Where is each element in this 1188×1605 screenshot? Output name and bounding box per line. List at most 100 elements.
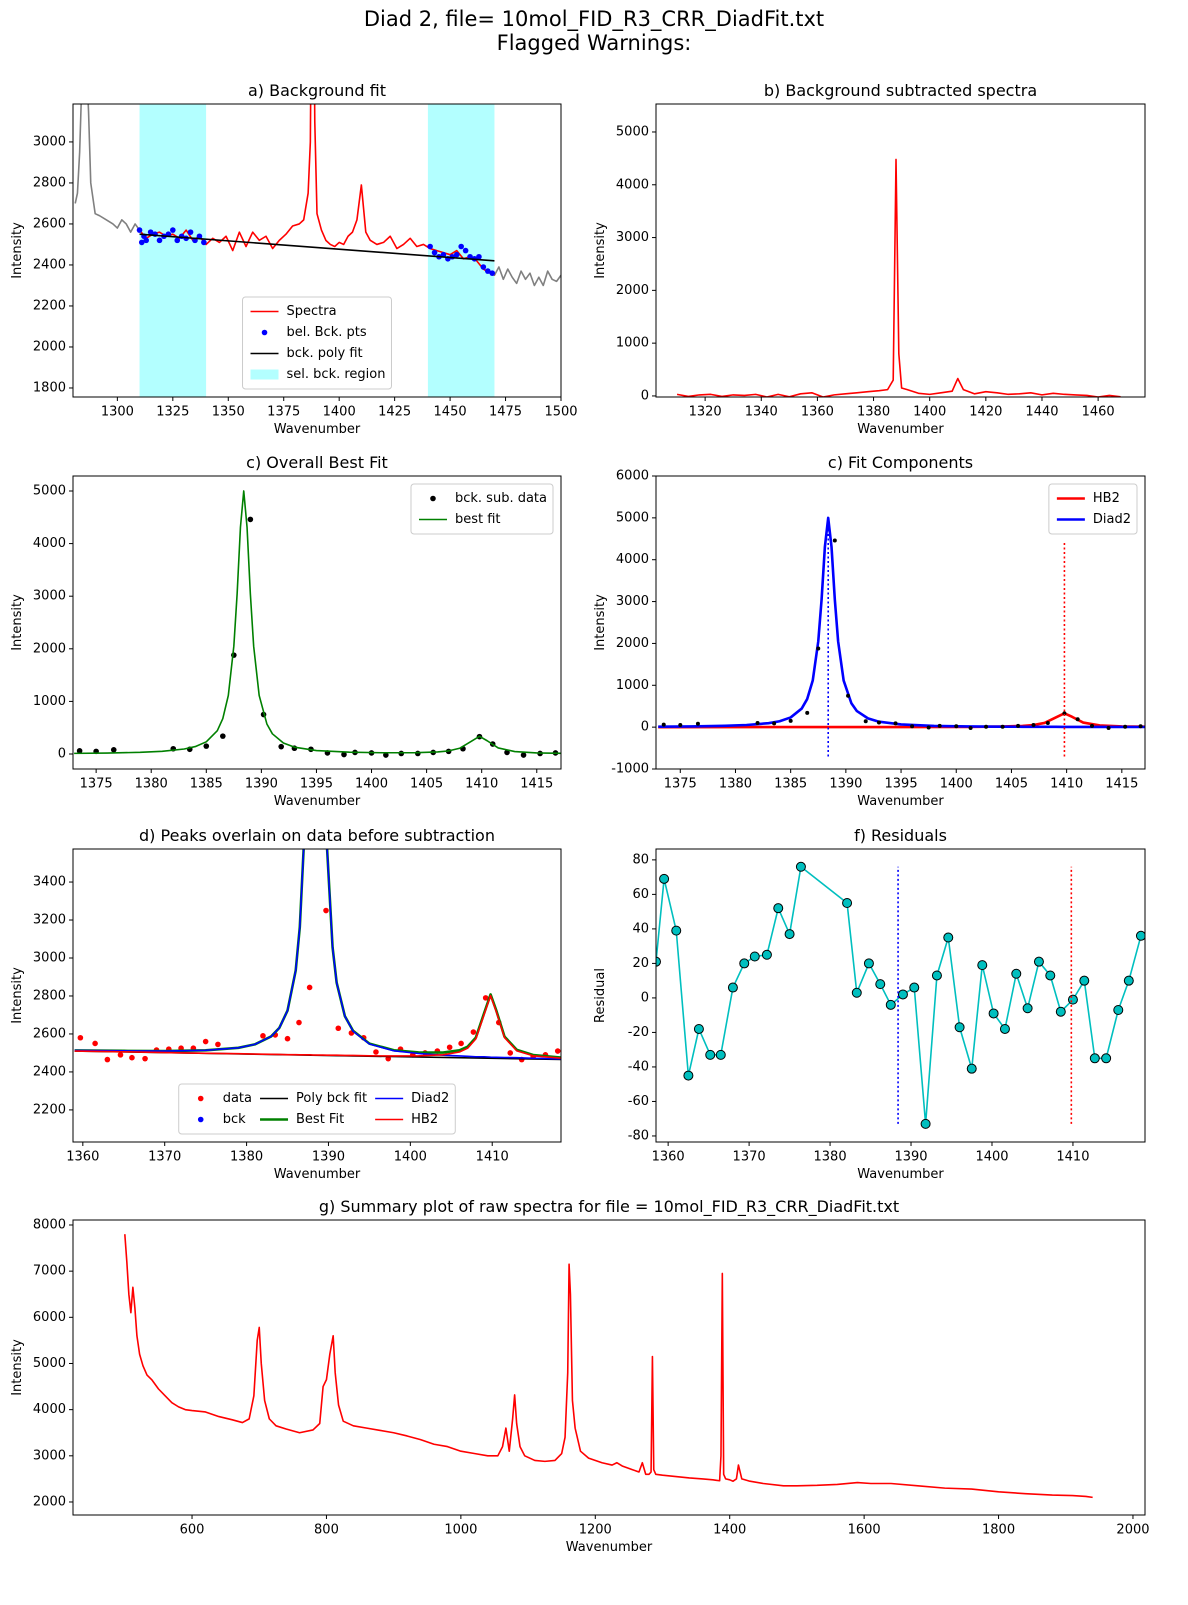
data-point: [954, 724, 959, 729]
y-tick-label: 6000: [33, 1310, 66, 1325]
y-tick-label: 6000: [616, 469, 649, 484]
data-point: [727, 982, 738, 993]
data-point: [1123, 975, 1134, 986]
background-region: [139, 104, 207, 397]
data-point: [1045, 970, 1056, 981]
legend: data bck Poly bck fit Best Fit Diad2 HB2: [178, 1083, 456, 1135]
data-line: [489, 266, 561, 287]
y-tick-label: -1000: [611, 762, 649, 777]
data-point: [458, 243, 464, 250]
data-point: [1031, 723, 1036, 728]
y-tick-label: 4000: [33, 1402, 66, 1417]
plot-area: [74, 490, 561, 758]
data-point: [656, 956, 661, 967]
axes-frame: [72, 475, 562, 770]
y-tick-label: -80: [628, 1128, 649, 1143]
x-tick-label: 1000: [444, 1523, 477, 1538]
data-point: [784, 929, 795, 940]
x-axis-label: Wavenumber: [857, 422, 944, 437]
y-tick-label: 2200: [33, 1102, 66, 1117]
axes-frame: [655, 475, 1146, 770]
y-tick-label: 40: [632, 921, 649, 936]
data-point: [92, 1040, 98, 1047]
data-point: [739, 958, 750, 969]
x-tick-label: 1200: [579, 1523, 612, 1538]
data-point: [683, 1070, 694, 1081]
x-tick-label: 1410: [465, 777, 498, 792]
x-tick-label: 1400: [975, 1150, 1008, 1165]
x-tick-label: 1390: [312, 1150, 345, 1165]
x-tick-label: 1380: [719, 777, 752, 792]
data-point: [77, 1034, 84, 1041]
x-tick-label: 1460: [1082, 405, 1115, 420]
y-axis-label: Intensity: [10, 967, 25, 1024]
x-tick-label: 1395: [300, 777, 333, 792]
x-tick-label: 1375: [80, 777, 113, 792]
data-point: [201, 239, 207, 246]
data-point: [147, 229, 154, 235]
y-tick-label: 2400: [33, 257, 66, 272]
legend-label: HB2: [411, 1112, 438, 1127]
y-tick-label: 2600: [33, 216, 66, 231]
y-axis-label: Intensity: [593, 222, 608, 279]
data-point: [76, 748, 83, 754]
data-point: [678, 723, 683, 728]
data-point: [278, 743, 284, 750]
x-tick-label: 1375: [664, 777, 697, 792]
data-point: [999, 1023, 1010, 1034]
x-tick-label: 1340: [745, 405, 778, 420]
y-tick-label: 3000: [616, 594, 649, 609]
data-point: [341, 751, 347, 758]
x-tick-label: 1325: [156, 405, 189, 420]
y-tick-label: 0: [58, 747, 66, 762]
data-point: [943, 932, 954, 943]
panel: 1320 1340 1360 1380 1400 1420 1440 1460 0 1000 200…: [593, 81, 1146, 437]
panel: 1300 1325 1350 1375 1400 1425 1450 1475 1500 1800…: [10, 81, 578, 437]
data-point: [1016, 723, 1021, 728]
y-tick-label: 3000: [33, 1448, 66, 1463]
data-point: [926, 725, 931, 730]
legend: Spectra bel. Bck. pts bck. poly fit sel. bc…: [242, 296, 392, 390]
data-point: [1022, 1003, 1033, 1014]
data-point: [920, 1118, 931, 1129]
panel-title: b) Background subtracted spectra: [764, 81, 1037, 100]
data-point: [296, 1019, 302, 1026]
y-tick-label: 4000: [616, 177, 649, 192]
data-point: [247, 516, 254, 523]
data-point: [284, 1035, 291, 1042]
data-point: [693, 1023, 704, 1034]
data-point: [1106, 725, 1111, 730]
data-point: [977, 960, 988, 971]
plot-area: [124, 1234, 1093, 1499]
legend-swatch: [197, 1116, 204, 1123]
data-line: [676, 158, 1121, 397]
data-point: [893, 721, 898, 726]
y-tick-label: 3000: [33, 589, 66, 604]
data-point: [671, 925, 682, 936]
plot-area: [656, 861, 1145, 1129]
axes-frame: [72, 1219, 1146, 1516]
data-point: [909, 982, 920, 993]
x-tick-label: 1415: [520, 777, 553, 792]
x-tick-label: 1360: [652, 1150, 685, 1165]
y-tick-label: 3400: [33, 875, 66, 890]
y-tick-label: 20: [632, 956, 649, 971]
y-tick-label: 2400: [33, 1064, 66, 1079]
data-point: [215, 1041, 221, 1048]
x-tick-label: 1800: [982, 1523, 1015, 1538]
x-axis-label: Wavenumber: [857, 794, 944, 809]
y-tick-label: 3200: [33, 913, 66, 928]
data-point: [661, 722, 666, 727]
y-tick-label: 8000: [33, 1217, 66, 1232]
data-point: [554, 1048, 561, 1054]
data-point: [143, 237, 149, 244]
x-tick-label: 1360: [66, 1150, 99, 1165]
data-point: [795, 861, 806, 872]
plot-area: [658, 516, 1145, 757]
x-tick-label: 1385: [774, 777, 807, 792]
panel: 1360 1370 1380 1390 1400 1410 2200 2400 2600 2800…: [10, 826, 562, 1182]
x-tick-label: 1400: [713, 1523, 746, 1538]
x-tick-label: 1600: [848, 1523, 881, 1538]
y-tick-label: 5000: [616, 124, 649, 139]
y-tick-label: 2200: [33, 298, 66, 313]
